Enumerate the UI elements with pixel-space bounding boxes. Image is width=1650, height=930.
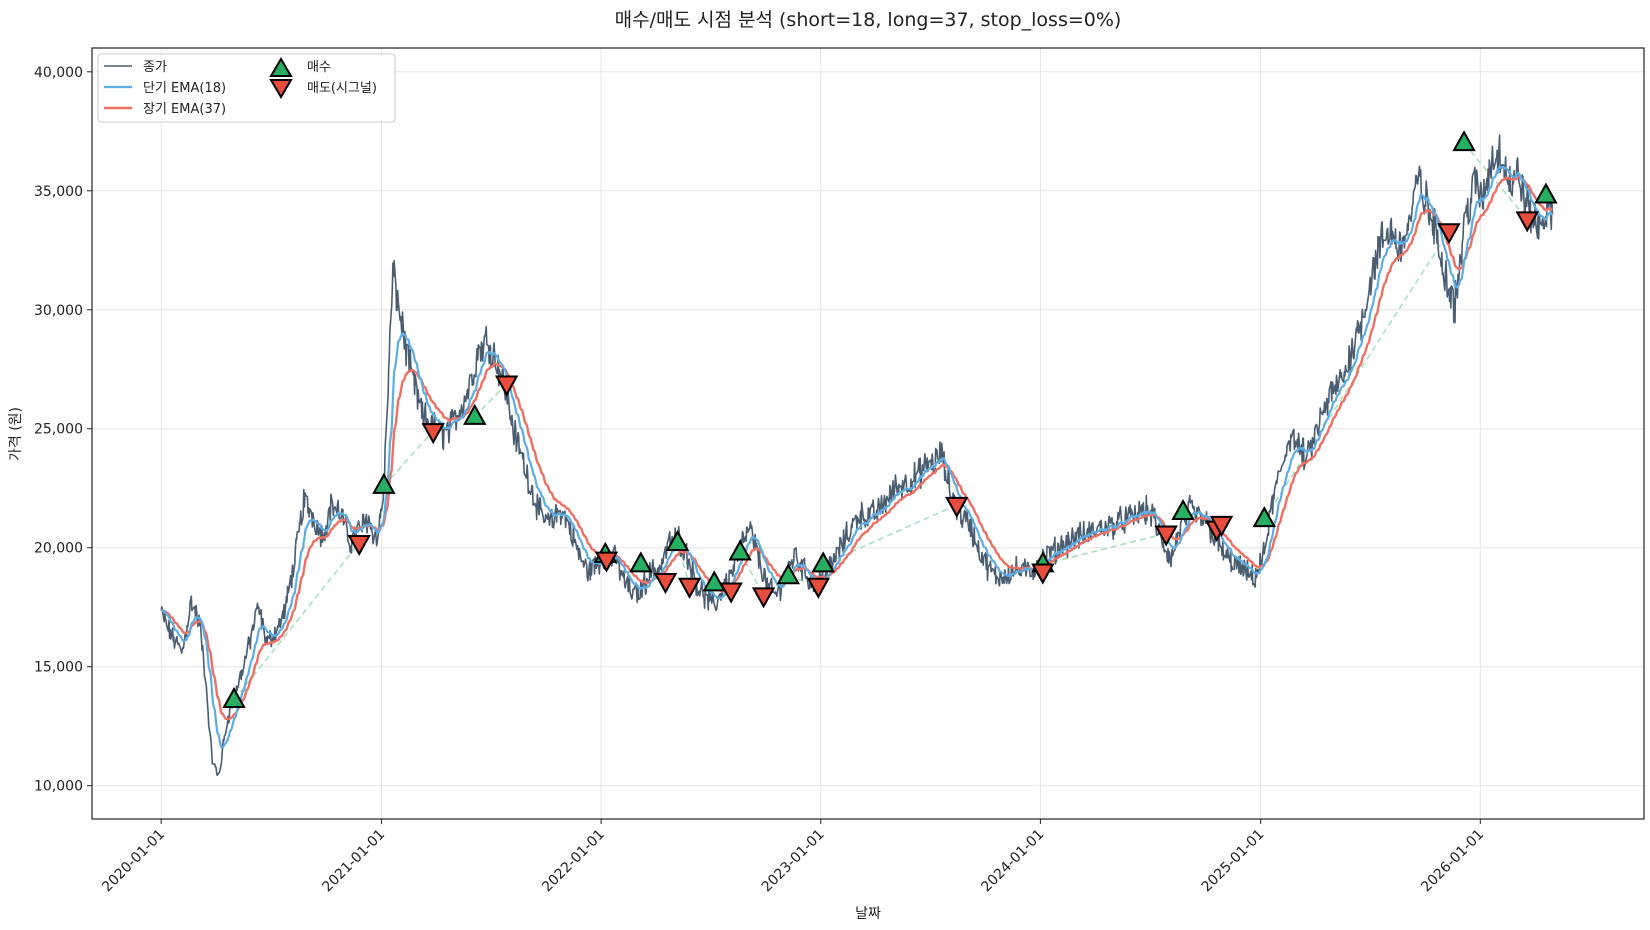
buy-marker xyxy=(665,529,690,551)
legend-buy-marker xyxy=(269,57,293,77)
legend-ema-short-label: 단기 EMA(18) xyxy=(143,81,226,96)
trade-connector xyxy=(1042,532,1167,566)
y-axis-ticks: 10,000 15,000 20,000 25,000 30,000 35,000 40,0… xyxy=(34,65,92,795)
grid-lines xyxy=(92,48,1644,819)
y-tick-label: 40,000 xyxy=(34,65,83,81)
close-price-line xyxy=(160,134,1554,777)
sell-marker xyxy=(421,423,445,445)
y-tick-label: 25,000 xyxy=(34,422,83,438)
y-tick-label: 35,000 xyxy=(34,184,83,200)
sell-marker xyxy=(1437,223,1461,245)
y-tick-label: 20,000 xyxy=(34,541,83,557)
buy-marker xyxy=(1452,130,1476,152)
sell-marker xyxy=(347,534,371,557)
buy-marker xyxy=(728,539,752,561)
x-axis-label: 날짜 xyxy=(855,906,881,922)
trade-connector xyxy=(383,430,434,487)
buy-marker xyxy=(629,551,653,573)
x-axis-ticks: 2020-01-01 2021-01-01 2022-01-01 2023-01-01… xyxy=(99,819,1487,895)
buy-marker xyxy=(811,551,835,573)
y-tick-label: 15,000 xyxy=(34,660,83,676)
sell-marker xyxy=(494,375,519,397)
legend-buy-label: 매수 xyxy=(307,60,331,75)
sell-marker xyxy=(1154,525,1178,547)
y-tick-label: 30,000 xyxy=(34,303,83,319)
legend-ema-long-label: 장기 EMA(37) xyxy=(143,102,226,117)
trade-connector xyxy=(233,542,360,701)
legend: 종가 단기 EMA(18) 장기 EMA(37) 매수 매도(시그널) xyxy=(97,53,396,123)
buy-marker xyxy=(702,570,726,592)
trade-connector xyxy=(1463,142,1528,220)
x-tick-label: 2020-01-01 xyxy=(99,827,168,896)
x-tick-label: 2021-01-01 xyxy=(319,827,388,896)
sell-marker xyxy=(751,587,776,609)
buy-marker xyxy=(463,403,487,425)
x-tick-label: 2022-01-01 xyxy=(539,827,608,896)
y-tick-label: 10,000 xyxy=(34,779,83,795)
buy-marker xyxy=(372,472,396,494)
sell-marker xyxy=(945,496,969,518)
sell-marker xyxy=(719,582,743,604)
chart-title: 매수/매도 시점 분석 (short=18, long=37, stop_los… xyxy=(615,9,1122,31)
trade-connector xyxy=(676,542,691,587)
y-axis-label: 가격 (원) xyxy=(8,407,24,461)
sell-marker xyxy=(1031,563,1055,585)
x-tick-label: 2024-01-01 xyxy=(978,827,1047,896)
x-tick-label: 2026-01-01 xyxy=(1418,827,1487,896)
buy-marker xyxy=(1171,498,1195,521)
ema-short-line xyxy=(160,165,1553,749)
buy-marker xyxy=(1252,506,1276,528)
sell-marker xyxy=(1209,515,1234,537)
trade-connector xyxy=(474,382,508,418)
buy-marker xyxy=(776,563,800,585)
axes-frame xyxy=(91,47,1645,820)
legend-sell-marker xyxy=(269,79,293,99)
legend-box xyxy=(97,53,396,123)
signal-markers xyxy=(222,130,1558,709)
sell-marker xyxy=(806,577,831,599)
legend-close-label: 종가 xyxy=(143,60,167,75)
sell-marker xyxy=(1515,211,1539,233)
legend-sell-label: 매도(시그널) xyxy=(307,81,377,96)
trade-connector xyxy=(822,504,958,566)
sell-marker xyxy=(677,577,702,599)
buy-marker xyxy=(222,686,246,709)
buy-marker xyxy=(1534,182,1558,204)
x-tick-label: 2025-01-01 xyxy=(1199,827,1268,896)
series-layer xyxy=(160,134,1554,777)
sell-marker xyxy=(594,551,619,573)
x-tick-label: 2023-01-01 xyxy=(759,827,828,896)
ema-long-line xyxy=(160,175,1554,721)
sell-marker xyxy=(653,573,678,595)
